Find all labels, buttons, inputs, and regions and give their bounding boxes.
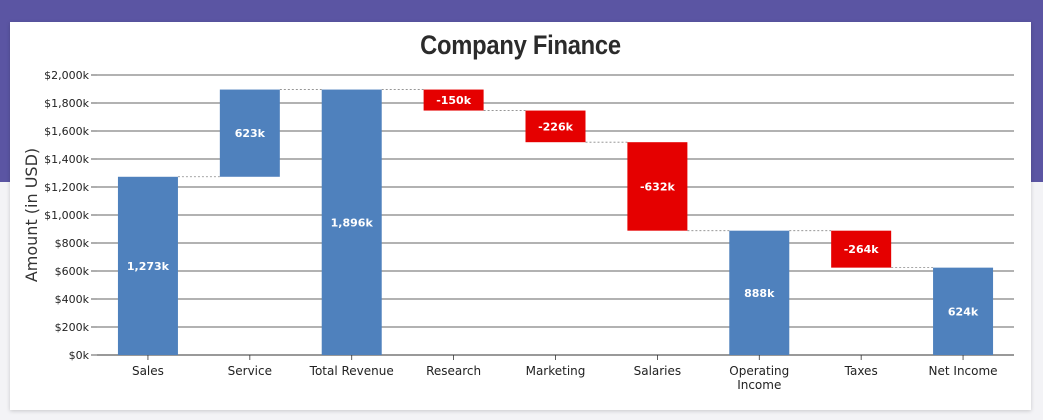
x-tick-label: Operating <box>729 364 789 378</box>
x-tick-label: Marketing <box>526 364 586 378</box>
y-tick-label: $2,000k <box>44 69 89 82</box>
bar-net-income <box>933 267 994 355</box>
y-tick-label: $1,000k <box>44 209 89 222</box>
y-tick-label: $1,600k <box>44 125 89 138</box>
x-tick-label: Total Revenue <box>309 364 394 378</box>
bar-taxes <box>831 230 892 268</box>
y-tick-label: $200k <box>55 321 90 334</box>
data-label: 623k <box>235 127 266 140</box>
chart-card: Company Finance $0k $200k $400k $600k $800k $… <box>10 22 1031 410</box>
y-tick-label: $0k <box>69 349 90 362</box>
x-tick-label: Salaries <box>634 364 682 378</box>
data-label: -632k <box>640 180 676 193</box>
x-tick-label: Taxes <box>844 364 878 378</box>
data-label: 1,273k <box>127 260 170 273</box>
y-tick-label: $600k <box>55 265 90 278</box>
data-label: 888k <box>744 287 775 300</box>
waterfall-chart: $0k $200k $400k $600k $800k $1,000k $1,200k $1,… <box>22 69 1014 392</box>
data-label: -150k <box>436 94 472 107</box>
bar-service <box>219 89 280 177</box>
y-tick-label: $1,200k <box>44 181 89 194</box>
y-tick-label: $800k <box>55 237 90 250</box>
x-tick-label: Income <box>737 378 781 392</box>
y-tick-label: $400k <box>55 293 90 306</box>
bar-research <box>423 89 484 111</box>
x-tick-label: Net Income <box>929 364 998 378</box>
x-tick-label: Sales <box>132 364 164 378</box>
bar-marketing <box>525 110 586 143</box>
y-tick-label: $1,800k <box>44 97 89 110</box>
x-tick-label: Research <box>426 364 481 378</box>
chart-title: Company Finance <box>420 30 621 60</box>
y-axis-title: Amount (in USD) <box>22 148 41 282</box>
data-label: -226k <box>538 120 574 133</box>
data-label: 624k <box>948 305 979 318</box>
x-tick-label: Service <box>228 364 272 378</box>
bar-salaries <box>627 142 688 231</box>
data-label: -264k <box>844 243 880 256</box>
bar-operating-income <box>729 230 790 355</box>
bar-sales <box>117 176 178 355</box>
y-tick-label: $1,400k <box>44 153 89 166</box>
data-label: 1,896k <box>331 216 374 229</box>
bar-total-revenue <box>321 89 382 355</box>
